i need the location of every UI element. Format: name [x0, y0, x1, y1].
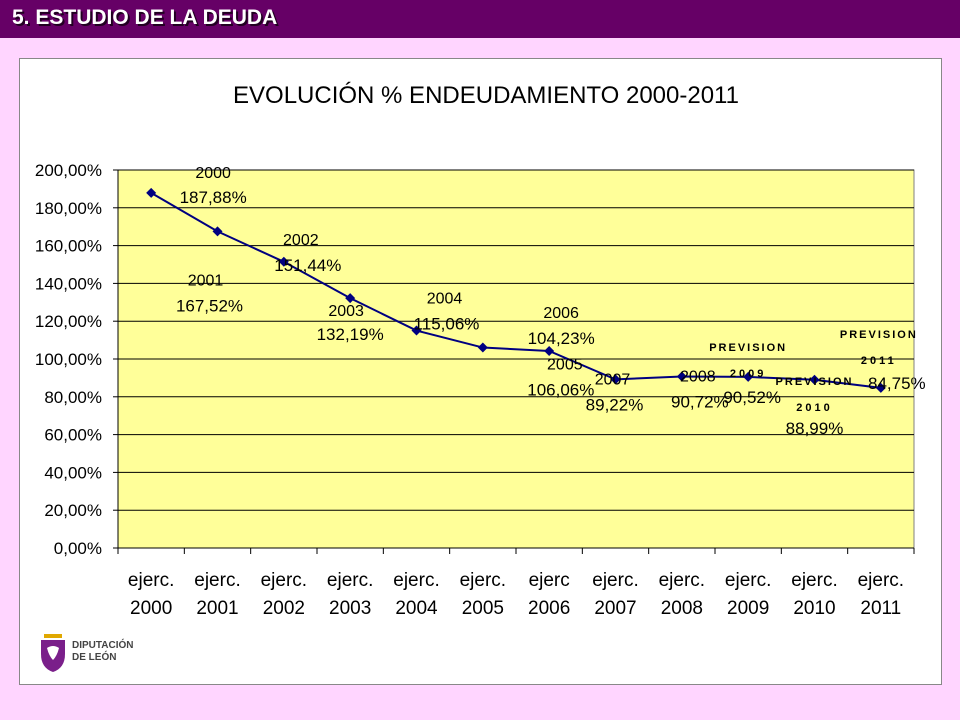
- x-tick-label: 2006: [528, 598, 570, 619]
- data-point: [544, 346, 555, 357]
- annotation-label: 2008: [680, 369, 716, 386]
- annotation-value: 84,75%: [868, 374, 926, 393]
- diputacion-leon-logo: DIPUTACIÓN DE LEÓN: [38, 630, 148, 674]
- data-point: [411, 325, 422, 336]
- annotation-label: 2007: [595, 371, 631, 388]
- annotation-value: 187,88%: [180, 188, 247, 207]
- annotation-label: PREVISION: [776, 376, 854, 388]
- logo-text: DIPUTACIÓN DE LEÓN: [72, 640, 133, 664]
- x-tick-label: ejerc.: [791, 570, 837, 591]
- data-point: [809, 374, 820, 385]
- annotation-label: 2004: [427, 291, 463, 308]
- annotation-label: 2003: [328, 303, 364, 320]
- y-tick-label: 60,00%: [44, 426, 102, 445]
- data-point: [610, 374, 621, 385]
- annotation-label: 2000: [195, 165, 231, 182]
- y-tick-label: 160,00%: [35, 237, 102, 256]
- x-tick-label: ejerc.: [194, 570, 240, 591]
- chart-title: EVOLUCIÓN % ENDEUDAMIENTO 2000-2011: [233, 82, 739, 109]
- x-tick-label: 2002: [263, 598, 305, 619]
- data-point: [212, 226, 223, 237]
- data-point: [676, 371, 687, 382]
- x-tick-label: 2009: [727, 598, 769, 619]
- annotation-value: 88,99%: [786, 419, 844, 438]
- data-point: [743, 371, 754, 382]
- x-tick-label: ejerc.: [725, 570, 771, 591]
- annotation-value: 90,52%: [723, 388, 781, 407]
- data-point: [278, 256, 289, 267]
- x-tick-label: ejerc.: [128, 570, 174, 591]
- x-tick-label: ejerc.: [592, 570, 638, 591]
- header-bar: 5. ESTUDIO DE LA DEUDA: [0, 0, 960, 38]
- y-tick-label: 80,00%: [44, 388, 102, 407]
- x-tick-label: 2005: [462, 598, 504, 619]
- x-tick-label: ejerc.: [460, 570, 506, 591]
- annotation-value: 115,06%: [414, 315, 480, 334]
- y-tick-label: 180,00%: [35, 199, 102, 218]
- logo-line-2: DE LEÓN: [72, 652, 117, 663]
- annotation-value: 132,19%: [317, 325, 384, 344]
- x-tick-label: 2008: [661, 598, 703, 619]
- annotation-value: 90,72%: [671, 393, 729, 412]
- annotation-value: 106,06%: [527, 381, 594, 400]
- y-tick-label: 20,00%: [44, 501, 102, 520]
- series-line: [150, 192, 881, 389]
- x-tick-label: ejerc.: [659, 570, 705, 591]
- x-tick-label: 2003: [329, 598, 371, 619]
- x-tick-label: 2010: [793, 598, 835, 619]
- y-tick-label: 120,00%: [35, 312, 102, 331]
- annotation-label: 2002: [283, 232, 319, 249]
- x-tick-label: ejerc.: [858, 570, 904, 591]
- annotation-label: 2001: [188, 272, 224, 289]
- annotation-label: PREVISION: [840, 329, 918, 341]
- annotation-year: 2009: [730, 368, 766, 380]
- annotation-year: 2010: [796, 402, 832, 414]
- annotation-value: 167,52%: [176, 296, 243, 315]
- x-tick-label: 2011: [860, 598, 901, 619]
- y-tick-label: 140,00%: [35, 274, 102, 293]
- x-tick-label: ejerc.: [393, 570, 439, 591]
- y-tick-label: 40,00%: [44, 463, 102, 482]
- y-tick-label: 200,00%: [35, 161, 102, 180]
- annotation-value: 89,22%: [586, 395, 644, 414]
- y-tick-label: 100,00%: [35, 350, 102, 369]
- x-tick-label: 2000: [130, 598, 172, 619]
- y-tick-label: 0,00%: [54, 539, 102, 558]
- data-point: [875, 382, 886, 393]
- data-point: [146, 187, 157, 198]
- coat-of-arms-icon: [41, 634, 65, 672]
- annotation-label: 2005: [547, 357, 583, 374]
- logo-line-1: DIPUTACIÓN: [72, 640, 134, 651]
- x-tick-label: 2004: [395, 598, 438, 619]
- data-point: [345, 293, 356, 304]
- annotation-value: 151,44%: [274, 256, 341, 275]
- x-tick-label: ejerc.: [327, 570, 373, 591]
- annotation-year: 2011: [861, 355, 897, 367]
- x-tick-label: ejerc.: [261, 570, 307, 591]
- annotation-label: PREVISION: [709, 342, 787, 354]
- x-tick-label: 2007: [594, 598, 636, 619]
- page-title: 5. ESTUDIO DE LA DEUDA: [12, 6, 278, 29]
- annotation-value: 104,23%: [528, 329, 595, 348]
- annotation-label: 2006: [543, 305, 579, 322]
- x-tick-label: ejerc: [529, 570, 570, 591]
- data-point: [477, 342, 488, 353]
- x-tick-label: 2001: [196, 598, 238, 619]
